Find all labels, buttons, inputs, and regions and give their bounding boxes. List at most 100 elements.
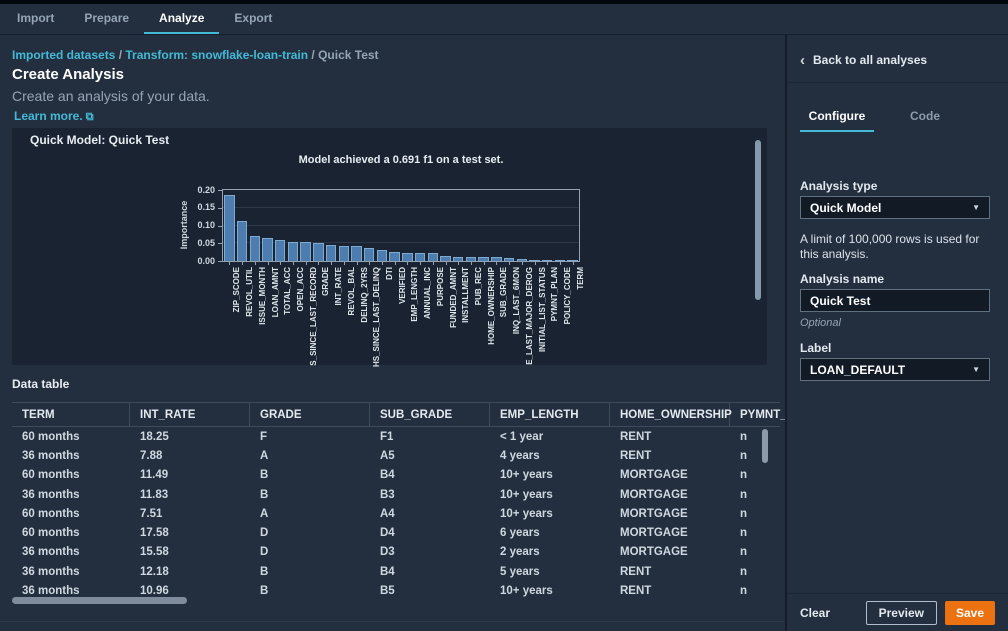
table-vertical-scrollbar[interactable] (762, 429, 768, 463)
bar-revol_util (236, 221, 248, 261)
table-cell: A5 (380, 449, 395, 462)
x-tick-mark (242, 262, 244, 265)
table-cell: 7.88 (140, 449, 163, 462)
chart-title: Model achieved a 0.691 f1 on a test set. (298, 154, 504, 166)
bar-e_last_major_derog (516, 258, 528, 261)
bar-policy_code (554, 260, 566, 261)
learn-more-link[interactable]: Learn more. ⧉ (14, 109, 94, 123)
bar-pymnt_plan (541, 259, 553, 261)
table-cell: 7.51 (140, 507, 163, 520)
gridline (223, 242, 579, 244)
breadcrumb: Imported datasets / Transform: snowflake… (12, 48, 379, 62)
column-header-grade: GRADE (250, 403, 370, 426)
table-cell: F (260, 430, 268, 443)
x-tick-mark (547, 262, 549, 265)
optional-hint: Optional (800, 317, 841, 329)
page-title: Create Analysis (12, 66, 125, 83)
table-cell: n (740, 488, 748, 501)
back-chevron-icon: ‹ (800, 51, 805, 69)
x-tick-mark (534, 262, 536, 265)
x-tick-label: PUB_REC (473, 267, 483, 306)
table-cell: 4 years (500, 449, 540, 462)
x-tick-label: REVOL_BAL (346, 267, 356, 316)
breadcrumb-imported-datasets[interactable]: Imported datasets (12, 48, 116, 62)
table-row: 36 months 12.18 B B4 5 years RENT n (12, 562, 780, 581)
x-tick-label: GRADE (321, 267, 331, 296)
bar-initial_list_status (529, 259, 540, 261)
feature-importance-chart (222, 189, 580, 262)
table-cell: RENT (620, 430, 652, 443)
x-tick-mark (458, 262, 460, 265)
x-tick-label: ZIP_SCODE (232, 267, 242, 313)
x-tick-label: INSTALLMENT (461, 267, 471, 323)
x-tick-label: DTI (384, 267, 394, 280)
x-tick-label: ISSUE_MONTH (257, 267, 267, 325)
data-table-label: Data table (12, 377, 70, 391)
table-cell: B (260, 469, 269, 482)
x-tick-mark (407, 262, 409, 265)
save-button[interactable]: Save (944, 600, 995, 625)
x-tick-label: EMP_LENGTH (410, 267, 420, 322)
table-cell: 60 months (22, 430, 80, 443)
sidebar-tabs: Configure Code (800, 109, 948, 132)
preview-button[interactable]: Preview (865, 600, 937, 625)
table-cell: 11.83 (140, 488, 169, 501)
table-cell: 6 years (500, 527, 540, 540)
x-tick-mark (343, 262, 345, 265)
back-to-analyses-link[interactable]: ‹ Back to all analyses (800, 51, 928, 69)
x-tick-mark (381, 262, 383, 265)
analysis-type-select[interactable]: Quick Model ▼ (800, 196, 990, 219)
table-cell: MORTGAGE (620, 507, 688, 520)
breadcrumb-transform-link[interactable]: Transform: snowflake-loan-train (125, 48, 309, 62)
table-cell: 18.25 (140, 430, 169, 443)
tab-import[interactable]: Import (17, 11, 55, 25)
gridline (223, 206, 579, 208)
table-cell: n (740, 449, 748, 462)
table-cell: 36 months (22, 585, 80, 598)
table-cell: n (740, 507, 748, 520)
analysis-type-label: Analysis type (800, 179, 878, 193)
table-cell: 36 months (22, 488, 80, 501)
tab-export[interactable]: Export (234, 11, 273, 25)
tab-prepare[interactable]: Prepare (84, 11, 130, 25)
label-select[interactable]: LOAN_DEFAULT ▼ (800, 358, 990, 381)
y-tick-label: 0.15 (197, 202, 215, 213)
table-cell: 12.18 (140, 565, 169, 578)
x-tick-mark (496, 262, 498, 265)
x-tick-label: FUNDED_AMNT (448, 267, 458, 328)
table-cell: D4 (380, 527, 395, 540)
table-cell: 60 months (22, 469, 80, 482)
table-cell: 2 years (500, 546, 540, 559)
table-cell: 10+ years (500, 585, 553, 598)
y-tick-mark (218, 190, 222, 191)
table-row: 36 months 11.83 B B3 10+ years MORTGAGE n (12, 485, 780, 504)
quick-model-panel-title: Quick Model: Quick Test (30, 133, 170, 147)
y-tick-mark (218, 207, 222, 209)
bar-open_acc (287, 241, 299, 261)
x-tick-mark (572, 262, 574, 265)
table-cell: 10+ years (500, 488, 553, 501)
column-header-home-ownership: HOME_OWNERSHIP (610, 403, 732, 426)
x-tick-mark (521, 262, 523, 265)
x-tick-label: LOAN_AMNT (270, 267, 280, 318)
analysis-name-input[interactable]: Quick Test (800, 289, 990, 312)
y-tick-label: 0.00 (197, 255, 215, 266)
bar-verified (389, 252, 400, 261)
x-tick-label: INT_RATE (334, 267, 344, 306)
x-tick-label: HOME_OWNERSHIP (486, 267, 496, 345)
sidebar-tab-configure[interactable]: Configure (800, 109, 874, 132)
table-cell: n (740, 585, 748, 598)
y-tick-mark (218, 243, 222, 245)
bar-dti (376, 250, 388, 261)
x-tick-mark (318, 262, 320, 265)
chart-panel-scrollbar[interactable] (755, 140, 761, 300)
clear-button[interactable]: Clear (800, 605, 831, 620)
table-cell: B3 (380, 488, 395, 501)
table-horizontal-scrollbar[interactable] (12, 597, 187, 604)
sidebar-tab-code[interactable]: Code (910, 109, 940, 123)
bar-purpose (427, 253, 439, 261)
table-cell: B (260, 488, 269, 501)
x-tick-mark (509, 262, 511, 265)
tab-analyze[interactable]: Analyze (144, 4, 220, 34)
x-tick-mark (559, 262, 561, 265)
